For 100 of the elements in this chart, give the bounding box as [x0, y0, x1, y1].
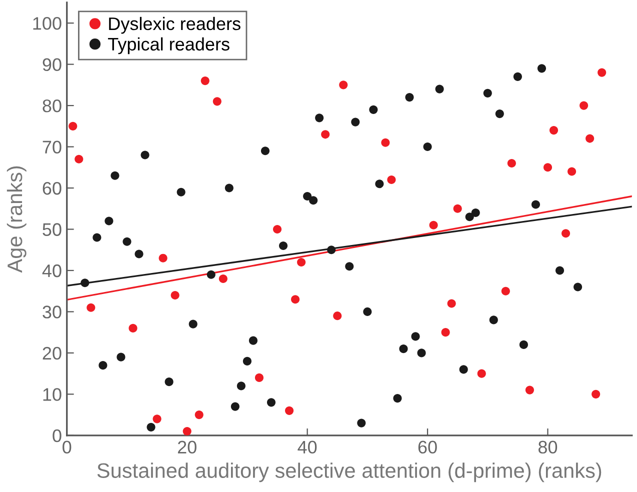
point — [574, 282, 582, 292]
point — [405, 93, 414, 102]
point — [218, 274, 228, 284]
x-axis-title: Sustained auditory selective attention (d-prime) (ranks) — [97, 462, 602, 482]
point — [562, 229, 570, 238]
point — [315, 114, 324, 122]
point — [285, 406, 294, 415]
point — [465, 212, 474, 222]
point — [291, 295, 300, 304]
point — [555, 266, 564, 275]
point — [435, 84, 444, 94]
point — [531, 200, 540, 209]
y-tick-label: 10 — [43, 388, 62, 401]
point — [387, 175, 396, 184]
point — [224, 184, 234, 192]
legend-label: Typical readers — [108, 37, 230, 54]
point — [309, 196, 318, 205]
point — [459, 365, 468, 374]
point — [453, 204, 462, 213]
x-tick-label: 40 — [298, 440, 317, 454]
point — [248, 336, 258, 345]
point — [568, 167, 576, 176]
y-axis-title: Age (ranks) — [6, 166, 26, 273]
y-tick-label: 100 — [33, 17, 62, 30]
point — [303, 192, 312, 201]
point — [417, 348, 426, 358]
point — [477, 369, 486, 378]
point — [146, 422, 156, 432]
point — [104, 216, 114, 226]
point — [297, 258, 306, 267]
point — [194, 410, 204, 420]
point — [507, 158, 516, 168]
point — [122, 237, 132, 246]
y-tick-label: 30 — [42, 306, 62, 318]
point — [74, 154, 84, 164]
point — [272, 224, 282, 234]
point — [68, 122, 78, 130]
x-tick-label: 80 — [538, 440, 558, 454]
point — [188, 320, 198, 328]
legend-label: Dyslexic readers — [109, 16, 240, 34]
point — [236, 382, 246, 390]
y-tick-label: 0 — [52, 429, 62, 442]
point — [212, 97, 222, 106]
point — [98, 361, 108, 370]
point — [242, 356, 252, 366]
point — [592, 390, 600, 398]
point — [351, 118, 360, 126]
x-tick-label: 0 — [62, 440, 72, 454]
point — [411, 332, 420, 341]
point — [254, 373, 264, 382]
x-tick-label: 60 — [418, 440, 437, 454]
point — [525, 386, 534, 394]
point — [447, 299, 456, 308]
x-tick-label: 20 — [178, 440, 196, 454]
point — [170, 290, 180, 300]
y-tick-label: 40 — [42, 264, 62, 278]
point — [543, 163, 552, 172]
point — [586, 134, 594, 143]
point — [519, 340, 528, 349]
y-tick-label: 60 — [42, 182, 62, 195]
point — [441, 328, 450, 337]
point — [200, 76, 210, 86]
y-tick-label: 20 — [42, 346, 62, 360]
point — [260, 146, 270, 156]
point — [128, 324, 138, 332]
point — [549, 126, 558, 135]
y-tick-label: 90 — [42, 58, 62, 72]
point — [176, 188, 186, 196]
y-tick-label: 80 — [42, 99, 62, 112]
point — [327, 246, 336, 254]
point — [278, 241, 288, 250]
point — [110, 171, 120, 180]
point — [333, 312, 342, 320]
point — [92, 233, 102, 242]
point — [158, 254, 168, 262]
point — [206, 270, 216, 279]
point — [266, 398, 276, 407]
y-tick-label: 70 — [42, 140, 62, 154]
point — [513, 72, 522, 81]
point — [471, 208, 480, 218]
point — [321, 130, 330, 139]
point — [363, 307, 372, 316]
point — [80, 278, 90, 288]
point — [116, 352, 126, 362]
point — [399, 344, 408, 354]
point — [537, 64, 546, 73]
point — [357, 418, 366, 428]
point — [580, 101, 588, 110]
point — [369, 105, 378, 114]
point — [152, 414, 162, 424]
point — [230, 402, 240, 411]
point — [339, 80, 348, 90]
point — [345, 262, 354, 271]
point — [501, 286, 510, 296]
point — [489, 316, 498, 324]
point — [134, 250, 144, 258]
point — [483, 88, 492, 98]
point — [495, 110, 504, 118]
point — [423, 142, 432, 152]
y-tick-label: 50 — [42, 223, 62, 236]
